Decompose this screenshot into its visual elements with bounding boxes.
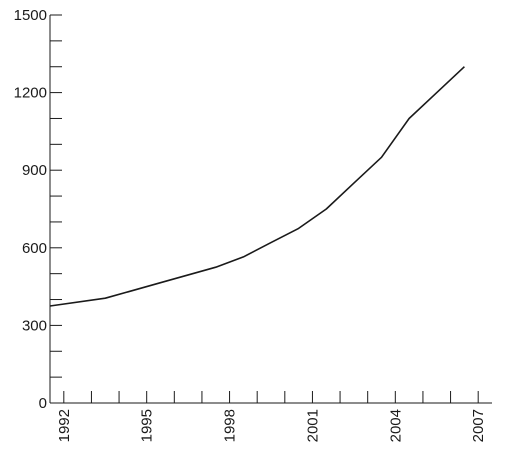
x-tick-label: 1992 [56, 409, 73, 442]
y-tick-label: 300 [22, 317, 47, 334]
series-line [49, 66, 465, 307]
x-tick-label: 2007 [470, 409, 487, 442]
y-tick-label: 0 [39, 395, 47, 412]
x-axis: 1992 1995 1998 2001 2004 2007 [50, 391, 492, 442]
x-tick-label: 1995 [139, 409, 156, 442]
x-tick-label: 1998 [222, 409, 239, 442]
plot-area [49, 66, 465, 307]
x-tick-label: 2001 [304, 409, 321, 442]
y-tick-label: 1200 [14, 85, 47, 102]
y-tick-label: 600 [22, 240, 47, 257]
x-tick-label: 2004 [387, 409, 404, 442]
y-axis: 0 300 600 900 1200 1500 [14, 7, 62, 412]
y-tick-label: 1500 [14, 7, 47, 24]
y-tick-label: 900 [22, 162, 47, 179]
